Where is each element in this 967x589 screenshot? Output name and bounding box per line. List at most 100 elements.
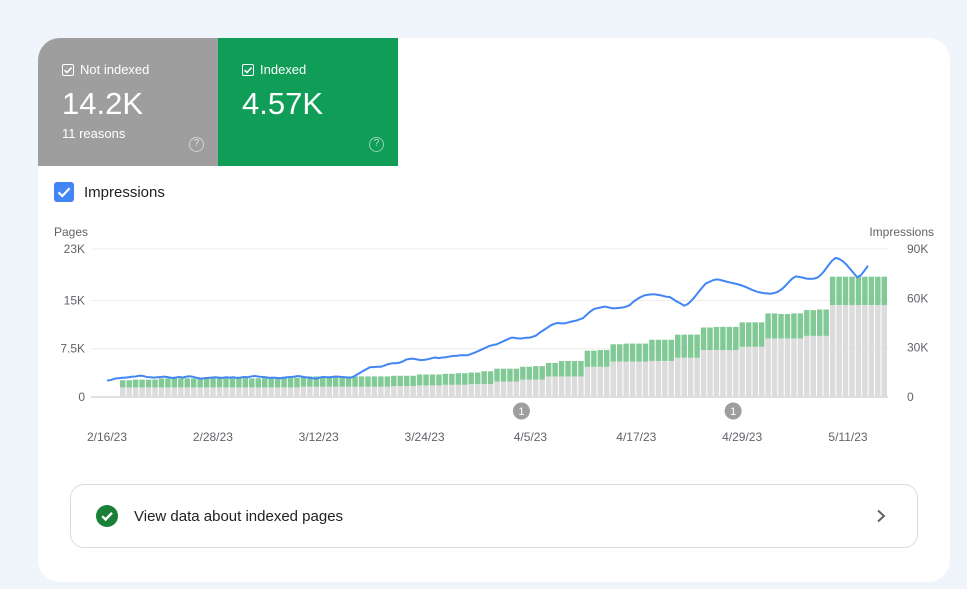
bar-indexed <box>662 339 668 361</box>
bar-indexed <box>875 276 881 305</box>
bar-not-indexed <box>810 335 816 397</box>
bar-not-indexed <box>642 361 649 397</box>
bar-not-indexed <box>765 338 771 397</box>
bar-indexed <box>261 377 268 388</box>
bar-indexed <box>539 366 545 380</box>
bar-indexed <box>236 377 242 388</box>
bar-not-indexed <box>171 387 178 397</box>
bar-not-indexed <box>591 366 597 397</box>
bar-not-indexed <box>132 387 139 397</box>
help-icon[interactable]: ? <box>189 137 204 152</box>
bar-indexed <box>545 362 552 377</box>
right-tick-label: 60K <box>907 291 928 305</box>
bar-not-indexed <box>539 379 545 397</box>
bar-not-indexed <box>694 357 700 397</box>
bar-not-indexed <box>649 360 655 397</box>
bar-not-indexed <box>610 361 616 397</box>
bar-not-indexed <box>604 366 610 397</box>
bar-indexed <box>313 376 320 387</box>
bar-indexed <box>610 344 616 362</box>
bar-indexed <box>242 377 249 388</box>
bar-indexed <box>378 376 384 387</box>
not-indexed-tile[interactable]: Not indexed 14.2K 11 reasons ? <box>38 38 218 166</box>
bar-indexed <box>371 376 378 387</box>
bar-not-indexed <box>545 376 552 397</box>
bar-not-indexed <box>771 338 778 397</box>
bar-indexed <box>526 366 533 380</box>
chevron-right-icon <box>877 509 886 523</box>
bar-indexed <box>584 350 591 367</box>
checkbox-checked-icon[interactable] <box>54 182 74 202</box>
bar-indexed <box>365 376 371 387</box>
bar-indexed <box>300 376 307 387</box>
bar-indexed <box>713 326 720 351</box>
indexed-count: 4.57K <box>242 86 324 121</box>
annotation-marker <box>724 402 742 420</box>
bar-indexed <box>165 378 171 388</box>
bar-not-indexed <box>261 387 268 397</box>
view-indexed-pages-link[interactable]: View data about indexed pages <box>70 484 918 548</box>
bar-not-indexed <box>494 381 500 397</box>
bar-indexed <box>558 360 565 377</box>
bar-not-indexed <box>320 386 326 397</box>
bar-indexed <box>474 372 481 385</box>
bar-indexed <box>391 375 397 387</box>
bar-not-indexed <box>197 387 203 397</box>
bar-indexed <box>487 371 494 385</box>
bar-not-indexed <box>145 387 152 397</box>
bar-not-indexed <box>358 386 365 397</box>
bar-indexed <box>449 373 455 385</box>
bar-not-indexed <box>436 385 442 397</box>
bar-indexed <box>623 343 629 362</box>
bar-not-indexed <box>571 376 578 397</box>
bar-not-indexed <box>332 386 339 397</box>
bar-indexed <box>565 360 571 377</box>
bar-indexed <box>410 375 416 387</box>
bar-not-indexed <box>384 386 391 397</box>
bar-not-indexed <box>675 357 681 397</box>
bar-indexed <box>629 343 636 362</box>
bar-not-indexed <box>203 387 210 397</box>
bar-not-indexed <box>352 386 358 397</box>
x-tick-label: 4/29/23 <box>722 430 762 444</box>
bar-indexed <box>158 378 165 388</box>
impressions-toggle[interactable]: Impressions <box>54 182 165 202</box>
bar-not-indexed <box>300 386 307 397</box>
bar-indexed <box>120 380 126 388</box>
help-icon[interactable]: ? <box>369 137 384 152</box>
bar-not-indexed <box>500 381 507 397</box>
bar-indexed <box>268 377 274 388</box>
bar-indexed <box>700 327 707 351</box>
bar-indexed <box>707 327 713 351</box>
bar-not-indexed <box>165 387 171 397</box>
bar-indexed <box>274 377 281 388</box>
bar-not-indexed <box>416 385 423 397</box>
left-tick-label: 0 <box>78 390 85 404</box>
bar-not-indexed <box>655 360 662 397</box>
indexed-tile[interactable]: Indexed 4.57K ? <box>218 38 398 166</box>
bar-indexed <box>184 378 190 388</box>
bar-indexed <box>190 378 197 388</box>
bar-not-indexed <box>823 335 829 397</box>
bar-not-indexed <box>862 304 868 397</box>
bar-not-indexed <box>249 387 255 397</box>
bar-not-indexed <box>397 386 403 397</box>
bar-indexed <box>436 374 442 386</box>
bar-indexed <box>720 326 726 351</box>
right-tick-label: 90K <box>907 242 928 256</box>
index-coverage-card: Not indexed 14.2K 11 reasons ? Indexed 4… <box>38 38 950 582</box>
bar-not-indexed <box>126 387 132 397</box>
bar-not-indexed <box>281 387 287 397</box>
bar-not-indexed <box>836 304 842 397</box>
x-tick-label: 4/17/23 <box>616 430 656 444</box>
bar-not-indexed <box>629 361 636 397</box>
bar-not-indexed <box>681 357 687 397</box>
bar-not-indexed <box>868 304 875 397</box>
bar-not-indexed <box>391 386 397 397</box>
checkbox-checked-icon[interactable] <box>242 63 254 76</box>
not-indexed-header: Not indexed <box>62 62 149 77</box>
bar-not-indexed <box>791 338 797 397</box>
checkbox-checked-icon[interactable] <box>62 63 74 76</box>
bar-indexed <box>345 376 352 387</box>
bar-not-indexed <box>875 304 881 397</box>
